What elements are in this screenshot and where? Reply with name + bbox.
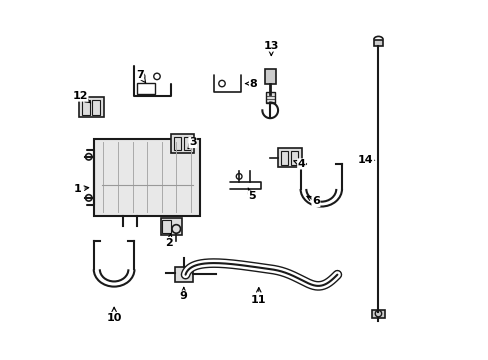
FancyBboxPatch shape	[264, 69, 275, 84]
FancyBboxPatch shape	[265, 93, 274, 103]
FancyBboxPatch shape	[160, 217, 182, 235]
Text: 14: 14	[357, 156, 374, 165]
FancyBboxPatch shape	[80, 97, 103, 117]
Text: 10: 10	[106, 307, 122, 323]
Text: 3: 3	[188, 138, 196, 149]
Text: 1: 1	[74, 184, 88, 194]
Text: 5: 5	[247, 188, 255, 201]
Text: 12: 12	[72, 91, 90, 103]
Text: 2: 2	[165, 234, 173, 248]
FancyBboxPatch shape	[373, 40, 382, 46]
Text: 13: 13	[263, 41, 279, 55]
Text: 6: 6	[306, 196, 319, 206]
FancyBboxPatch shape	[278, 148, 301, 167]
FancyBboxPatch shape	[94, 139, 200, 216]
FancyBboxPatch shape	[171, 134, 194, 153]
Text: 8: 8	[245, 78, 257, 89]
FancyBboxPatch shape	[372, 310, 384, 318]
Text: 11: 11	[250, 288, 266, 305]
Text: 9: 9	[180, 287, 187, 301]
Text: 4: 4	[293, 159, 305, 169]
Text: 7: 7	[136, 69, 145, 83]
FancyBboxPatch shape	[175, 267, 192, 282]
